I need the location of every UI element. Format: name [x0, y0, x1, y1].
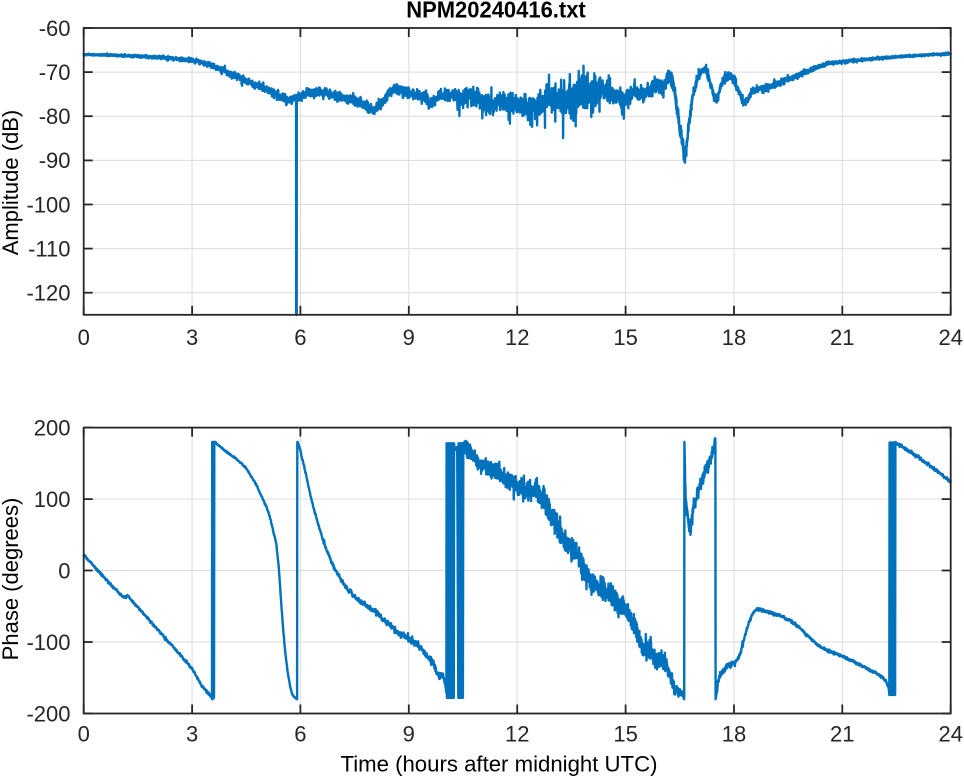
svg-text:15: 15: [613, 722, 637, 747]
svg-text:200: 200: [34, 415, 71, 440]
svg-text:-100: -100: [26, 630, 70, 655]
svg-text:3: 3: [186, 722, 198, 747]
svg-text:0: 0: [58, 558, 70, 583]
svg-text:3: 3: [186, 325, 198, 350]
svg-text:Time (hours after midnight UTC: Time (hours after midnight UTC): [341, 752, 658, 777]
svg-text:0: 0: [78, 722, 90, 747]
svg-text:9: 9: [403, 325, 415, 350]
svg-text:6: 6: [294, 722, 306, 747]
svg-text:18: 18: [722, 722, 746, 747]
svg-text:-120: -120: [26, 281, 70, 306]
svg-text:21: 21: [830, 325, 854, 350]
svg-text:Amplitude (dB): Amplitude (dB): [0, 110, 23, 256]
svg-text:6: 6: [294, 325, 306, 350]
svg-text:NPM20240416.txt: NPM20240416.txt: [406, 0, 586, 23]
svg-text:-80: -80: [39, 104, 71, 129]
svg-text:-100: -100: [26, 192, 70, 217]
svg-text:-90: -90: [39, 148, 71, 173]
svg-text:-110: -110: [28, 236, 70, 261]
svg-text:15: 15: [613, 325, 637, 350]
svg-text:9: 9: [403, 722, 415, 747]
svg-text:24: 24: [938, 325, 962, 350]
svg-text:Phase (degrees): Phase (degrees): [0, 498, 23, 661]
svg-text:-200: -200: [26, 701, 70, 726]
svg-text:-70: -70: [39, 60, 71, 85]
svg-text:100: 100: [34, 487, 71, 512]
svg-text:12: 12: [505, 325, 529, 350]
svg-text:-60: -60: [39, 16, 71, 41]
svg-text:21: 21: [830, 722, 854, 747]
svg-text:0: 0: [78, 325, 90, 350]
svg-text:12: 12: [505, 722, 529, 747]
svg-text:24: 24: [938, 722, 962, 747]
svg-text:18: 18: [722, 325, 746, 350]
